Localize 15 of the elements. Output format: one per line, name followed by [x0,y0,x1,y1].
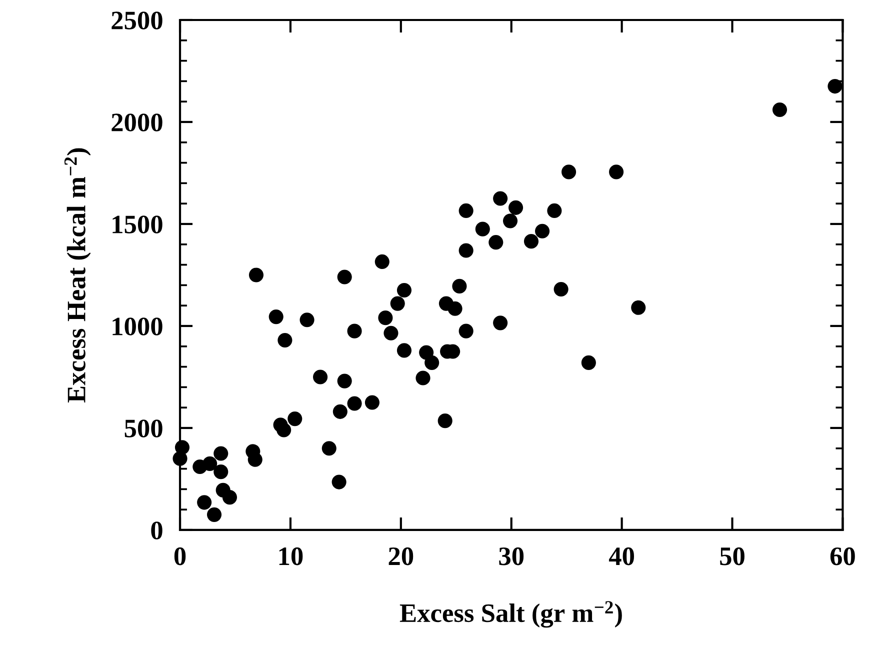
y-tick-label: 1000 [112,318,162,336]
x-tick-label: 0 [174,547,186,566]
y-tick-label: 2500 [112,12,162,30]
y-tick-label: 500 [124,420,162,438]
x-tick-label: 30 [499,547,524,566]
x-tick-label: 10 [279,547,303,566]
y-tick-label: 2000 [112,114,162,132]
x-axis-title: Excess Salt (gr m$^{−2}$) [400,601,622,628]
x-tick-label: 50 [720,547,744,566]
y-tick-label: 0 [151,522,162,540]
x-tick-label: 20 [388,547,414,566]
y-tick-label: 1500 [112,216,162,234]
x-tick-label: 40 [608,547,634,566]
y-axis-title: Excess Heat (kcal m$^{−2}$) [64,148,91,403]
x-tick-label: 60 [830,547,855,566]
